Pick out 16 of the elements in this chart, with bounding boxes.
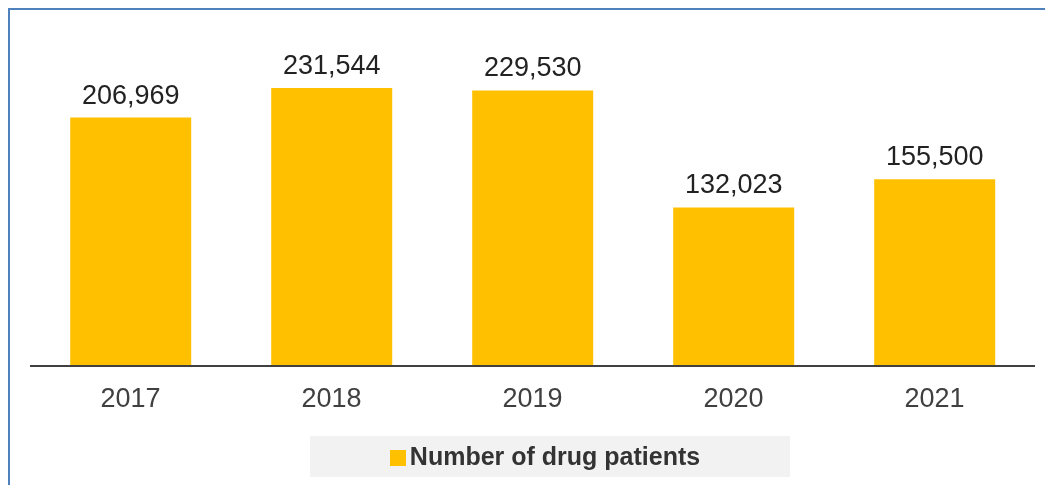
x-tick-label: 2017 <box>100 383 161 414</box>
bar <box>673 207 795 366</box>
data-label: 229,530 <box>483 52 582 83</box>
x-tick-label: 2019 <box>502 383 563 414</box>
data-label: 132,023 <box>684 169 783 200</box>
x-tick-label: 2018 <box>301 383 362 414</box>
x-tick-label: 2020 <box>703 383 764 414</box>
bar <box>271 88 393 366</box>
legend-label: Number of drug patients <box>409 442 701 470</box>
bar <box>70 117 192 366</box>
data-label: 155,500 <box>885 141 984 172</box>
bar <box>874 179 996 366</box>
x-tick-label: 2021 <box>904 383 965 414</box>
data-label: 231,544 <box>282 50 381 80</box>
bar <box>472 90 594 366</box>
data-label: 206,969 <box>81 79 180 110</box>
